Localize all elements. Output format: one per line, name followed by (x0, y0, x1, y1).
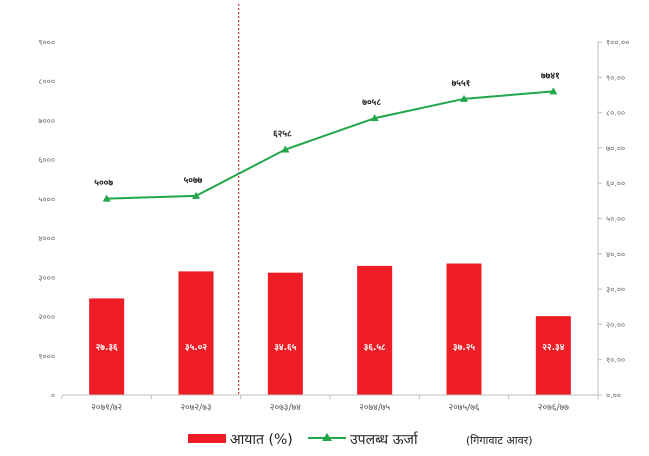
bar (535, 316, 571, 395)
legend-line-marker (322, 433, 332, 441)
bar (178, 271, 214, 395)
bar (89, 298, 125, 395)
left-tick-label: २००० (38, 313, 55, 322)
legend: आयात (%) उपलब्ध ऊर्जा (गिगावाट आवर) (188, 431, 533, 448)
bar-value-label: २२.३४ (542, 343, 564, 353)
right-tick-label: २०.०० (606, 320, 625, 329)
line-point (192, 191, 200, 199)
legend-line-label: उपलब्ध ऊर्जा (350, 431, 419, 448)
left-axis: ० १००० २००० ३००० ४००० ५००० ६००० ७००० ८००० ९००० (38, 38, 55, 400)
right-tick-label: ९०.०० (606, 73, 625, 82)
line-value-label: ६२५८ (273, 130, 292, 140)
right-tick-label: ८०.०० (606, 109, 625, 118)
bar (267, 272, 303, 395)
left-tick-label: ७००० (38, 116, 55, 125)
bar (357, 265, 393, 395)
line-value-label: ७०५८ (362, 98, 381, 108)
bar-value-label: ३५.०२ (185, 343, 207, 353)
bar-series (89, 263, 571, 395)
right-tick-label: १००.०० (606, 38, 629, 47)
line-point (549, 87, 558, 95)
left-tick-label: ४००० (38, 234, 55, 243)
right-tick-label: ५०.०० (606, 215, 625, 224)
line-point (102, 194, 111, 202)
left-tick-label: ५००० (38, 195, 55, 204)
right-tick-label: ०.०० (606, 391, 621, 400)
legend-bar-swatch (188, 434, 226, 443)
left-tick-label: ३००० (38, 273, 55, 282)
bar-value-label: २७.३६ (96, 343, 118, 353)
legend-bar-label: आयात (%) (230, 432, 293, 448)
line-point (460, 94, 468, 102)
bar-value-label: ३४.६५ (274, 343, 296, 353)
line-value-labels: ५००७ ५०७७ ६२५८ ७०५८ ७५५१ ७७४१ (94, 71, 559, 188)
line-point (281, 145, 290, 153)
bar-value-labels: २७.३६ ३५.०२ ३४.६५ ३६.५८ ३७.२५ २२.३४ (96, 343, 565, 353)
right-tick-label: ३०.०० (606, 285, 625, 294)
left-tick-label: १००० (38, 352, 55, 361)
x-tick-label: २०७५/७६ (448, 403, 479, 413)
x-axis: २०७१/७२ २०७२/७३ २०७३/७४ २०७४/७५ २०७५/७६ २०७६/… (61, 395, 599, 413)
left-tick-label: ९००० (38, 38, 55, 47)
right-tick-label: ४०.०० (606, 250, 625, 259)
line-series (102, 87, 558, 202)
legend-line-suffix: (गिगावाट आवर) (466, 434, 533, 447)
x-tick-label: २०७६/७७ (538, 403, 569, 413)
bar-value-label: ३६.५८ (364, 343, 386, 353)
energy-line (106, 90, 554, 200)
right-tick-label: १०.०० (606, 356, 625, 365)
right-axis: ०.०० १०.०० २०.०० ३०.०० ४०.०० ५०.०० ६०.०० ७०.०० ८… (597, 38, 629, 400)
line-value-label: ७७४१ (541, 71, 560, 81)
line-point (370, 114, 379, 122)
x-tick-label: २०७३/७४ (270, 403, 301, 413)
x-tick-label: २०७२/७३ (180, 403, 211, 413)
x-tick-label: २०७१/७२ (91, 403, 122, 413)
right-tick-label: ७०.०० (606, 144, 625, 153)
line-value-label: ५००७ (94, 179, 113, 189)
line-value-label: ५०७७ (184, 176, 203, 186)
left-tick-label: ० (51, 391, 55, 400)
x-tick-label: २०७४/७५ (359, 403, 390, 413)
bar (446, 263, 482, 395)
left-tick-label: ६००० (38, 156, 55, 165)
right-tick-label: ६०.०० (606, 179, 625, 188)
bar-value-label: ३७.२५ (453, 343, 475, 353)
line-value-label: ७५५१ (452, 79, 471, 89)
left-tick-label: ८००० (38, 77, 55, 86)
